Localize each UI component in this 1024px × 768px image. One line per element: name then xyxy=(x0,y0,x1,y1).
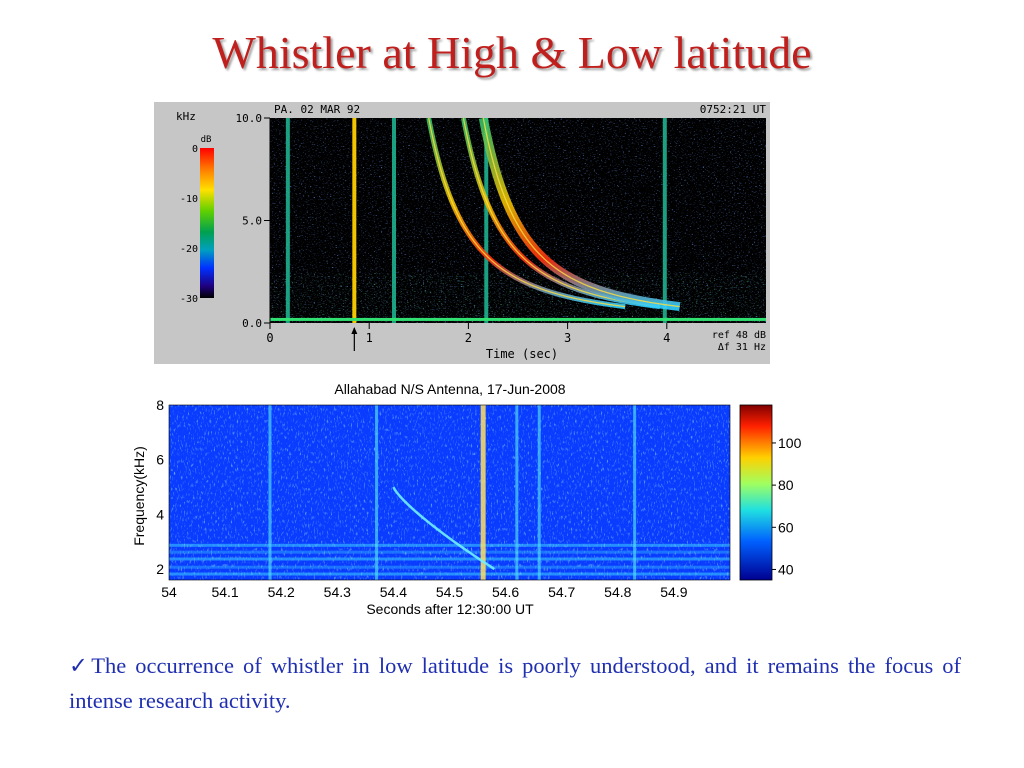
colorbar-label: dB xyxy=(201,135,212,145)
x-tick-label: 54.2 xyxy=(268,584,295,600)
x-tick-label: 54.1 xyxy=(211,584,238,600)
x-tick-label: 54 xyxy=(161,584,177,600)
low-latitude-spectrogram: Allahabad N/S Antenna, 17-Jun-2008 2 4 6 8 5… xyxy=(131,381,802,617)
y-axis-unit: kHz xyxy=(176,110,196,123)
whistler-trace-core xyxy=(462,118,660,308)
x-axis-label: Seconds after 12:30:00 UT xyxy=(366,601,534,617)
whistler-trace-core xyxy=(482,118,680,308)
y-tick-label: 6 xyxy=(156,452,164,468)
x-tick-label: 2 xyxy=(465,331,472,345)
colorbar-tick-label: -30 xyxy=(180,294,198,305)
whistler-trace-core xyxy=(428,118,626,308)
vertical-impulse-line xyxy=(285,118,290,323)
x-tick-label: 54.4 xyxy=(380,584,407,600)
slide-title: Whistler at High & Low latitude xyxy=(212,27,812,78)
y-tick-label: 0.0 xyxy=(242,317,262,330)
header-right: 0752:21 UT xyxy=(700,103,767,116)
vertical-impulse-line xyxy=(352,118,357,323)
colorbar-tick-label: 60 xyxy=(778,519,794,535)
x-tick-label: 54.9 xyxy=(660,584,687,600)
chart-title: Allahabad N/S Antenna, 17-Jun-2008 xyxy=(334,381,565,397)
vertical-impulse-line xyxy=(537,405,541,580)
x-tick-label: 54.5 xyxy=(436,584,463,600)
colorbar-tick-label: -20 xyxy=(180,244,198,255)
annotation-ref: ref 48 dB xyxy=(712,330,766,341)
colorbar-tick-label: 80 xyxy=(778,477,794,493)
y-axis-label: Frequency(kHz) xyxy=(131,446,147,546)
y-tick-label: 10.0 xyxy=(236,112,263,125)
x-tick-label: 54.8 xyxy=(604,584,631,600)
check-icon: ✓ xyxy=(69,653,92,678)
x-tick-label: 54.7 xyxy=(548,584,575,600)
vertical-impulse-line xyxy=(375,405,379,580)
annotation-df: Δf 31 Hz xyxy=(718,342,766,353)
colorbar-tick-label: 40 xyxy=(778,561,794,577)
noise-texture xyxy=(169,405,730,580)
vertical-impulse-line xyxy=(662,118,667,323)
vertical-impulse-line xyxy=(268,405,272,580)
x-tick-label: 4 xyxy=(663,331,670,345)
vertical-impulse-line xyxy=(484,118,489,323)
caption-paragraph: ✓The occurrence of whistler in low latit… xyxy=(69,648,961,718)
header-left: PA. 02 MAR 92 xyxy=(274,103,360,116)
x-tick-label: 54.3 xyxy=(324,584,351,600)
x-tick-label: 54.6 xyxy=(492,584,519,600)
colorbar-tick-label: 100 xyxy=(778,435,802,451)
baseline-emission xyxy=(270,317,766,321)
vertical-impulse-line xyxy=(392,118,396,323)
caption-text: The occurrence of whistler in low latitu… xyxy=(69,653,961,713)
plot-border xyxy=(168,404,731,581)
x-tick-label: 3 xyxy=(564,331,571,345)
whistler-trace xyxy=(392,486,496,571)
x-axis-label: Time (sec) xyxy=(486,347,558,361)
vertical-impulse-line xyxy=(515,405,519,580)
x-tick-label: 0 xyxy=(266,331,273,345)
y-tick-label: 4 xyxy=(156,506,164,522)
colorbar xyxy=(739,404,773,581)
colorbar-tick-label: 0 xyxy=(192,144,198,155)
high-latitude-spectrogram: dB 0 -10 -20 -30 PA. 02 MAR 92 0752:21 UT k… xyxy=(154,102,770,364)
vertical-impulse-line xyxy=(480,405,486,580)
y-tick-label: 8 xyxy=(156,397,164,413)
y-tick-label: 2 xyxy=(156,561,164,577)
vertical-impulse-line xyxy=(633,405,637,580)
y-tick-label: 5.0 xyxy=(242,215,262,228)
colorbar xyxy=(200,148,214,298)
x-tick-label: 1 xyxy=(366,331,373,345)
time-marker-arrowhead xyxy=(351,327,358,334)
colorbar-tick-label: -10 xyxy=(180,194,198,205)
